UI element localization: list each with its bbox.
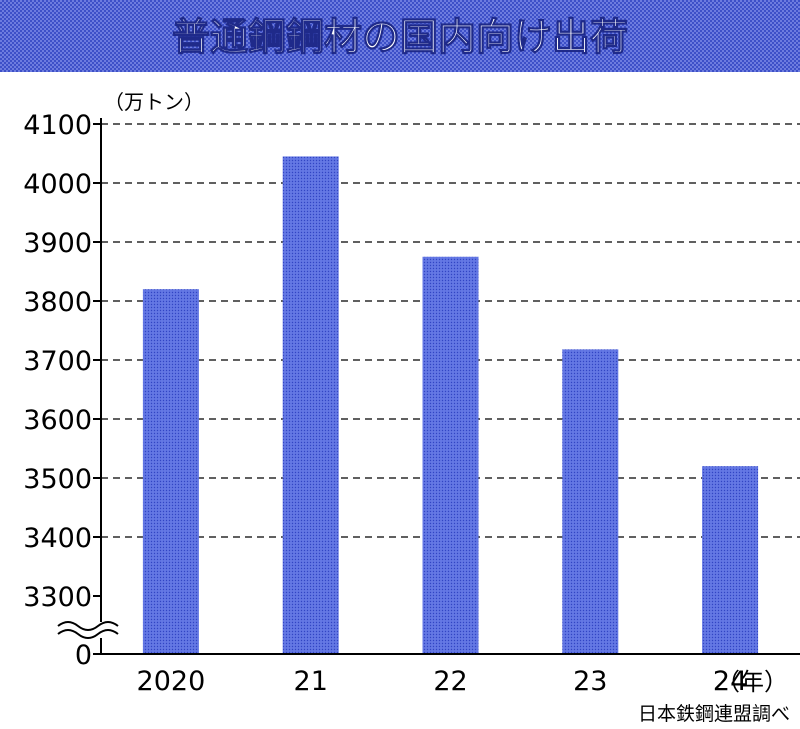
y-tick-label-3400: 3400 (23, 523, 92, 554)
y-tick-labels: 4100 4000 3900 3800 3700 3600 3500 3400 3300 0 (23, 110, 92, 671)
axis-break-gap (97, 622, 105, 638)
bar-2020 (142, 289, 199, 654)
y-tick-label-3600: 3600 (23, 405, 92, 436)
x-category-labels: 2020 21 22 23 24 (137, 666, 748, 697)
y-tick-label-4000: 4000 (23, 169, 92, 200)
x-category-label-21: 21 (294, 666, 328, 697)
bar-23 (562, 349, 619, 654)
source-note: 日本鉄鋼連盟調べ (638, 703, 790, 725)
axis-break-mark (57, 621, 119, 639)
x-category-label-2020: 2020 (137, 666, 206, 697)
y-tick-label-3900: 3900 (23, 228, 92, 259)
y-tick-label-3800: 3800 (23, 287, 92, 318)
chart-title: 普通鋼鋼材の国内向け出荷 (172, 15, 628, 59)
bars (142, 156, 759, 654)
bar-22 (422, 256, 479, 654)
x-category-label-23: 23 (573, 666, 607, 697)
y-tick-label-3500: 3500 (23, 464, 92, 495)
y-tick-label-0: 0 (75, 640, 92, 671)
bar-24 (702, 466, 759, 654)
y-tick-label-3300: 3300 (23, 582, 92, 613)
title-banner: 普通鋼鋼材の国内向け出荷 (0, 0, 800, 72)
x-axis-unit-label: （年） (716, 668, 788, 696)
bar-21 (282, 156, 339, 654)
y-axis-unit-label: （万トン） (104, 90, 204, 114)
y-tick-label-4100: 4100 (23, 110, 92, 141)
axes (93, 118, 800, 655)
x-category-label-22: 22 (433, 666, 467, 697)
x-category-label-24: 24 (713, 666, 747, 697)
y-tick-label-3700: 3700 (23, 346, 92, 377)
title-background (0, 0, 800, 72)
